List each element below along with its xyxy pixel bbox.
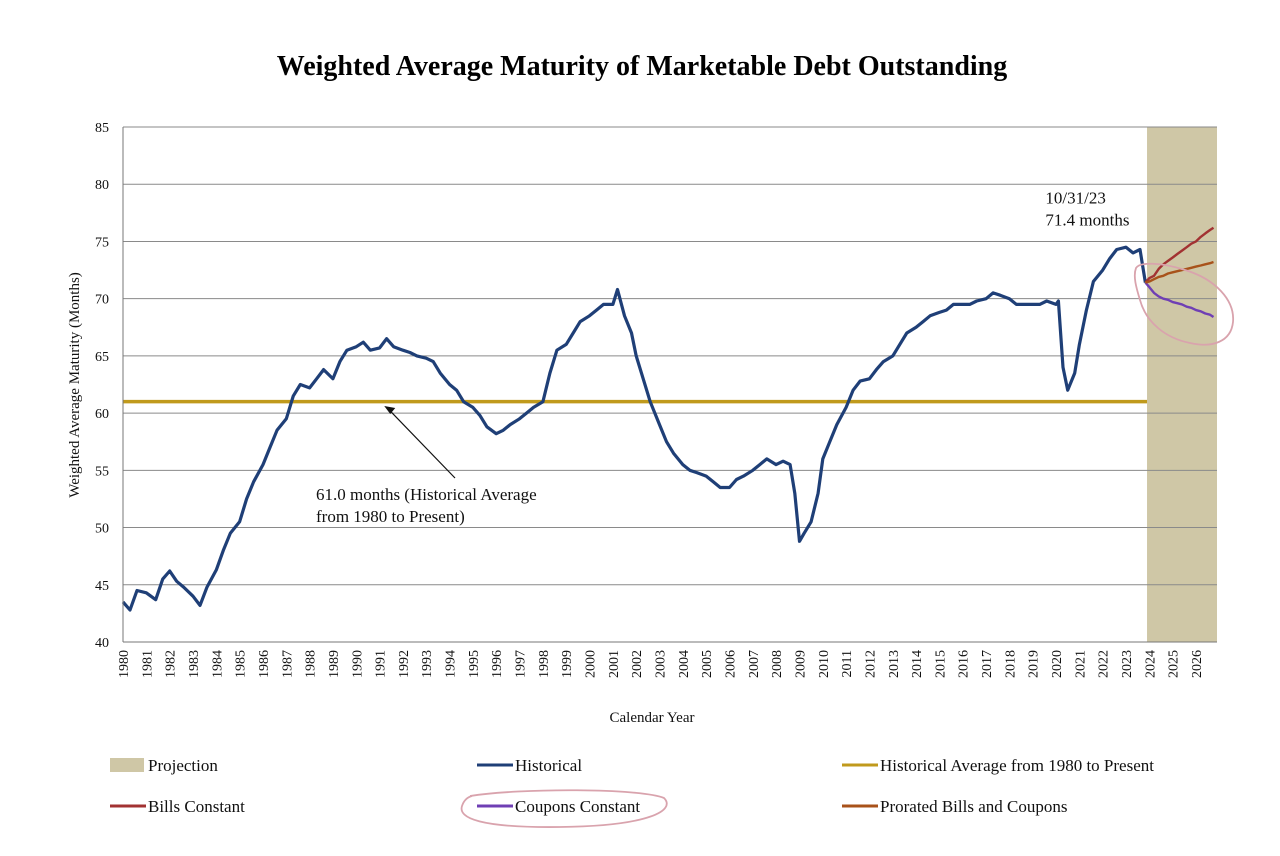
x-tick-label: 1982 <box>164 650 179 678</box>
x-tick-label: 2025 <box>1167 650 1182 678</box>
x-tick-label: 1993 <box>420 650 435 678</box>
x-tick-label: 2003 <box>654 650 669 678</box>
x-tick-label: 2024 <box>1143 650 1158 678</box>
x-tick-label: 1981 <box>140 650 155 678</box>
legend-label-bills: Bills Constant <box>148 797 245 816</box>
average-annotation-arrow <box>387 408 456 479</box>
projection-band <box>1147 127 1217 642</box>
x-tick-label: 2013 <box>887 650 902 678</box>
chart-title: Weighted Average Maturity of Marketable … <box>277 51 1008 82</box>
x-tick-label: 2023 <box>1120 650 1135 678</box>
x-tick-label: 1996 <box>490 650 505 678</box>
x-tick-label: 1985 <box>234 650 249 678</box>
y-tick-label: 75 <box>95 235 109 250</box>
x-tick-label: 1995 <box>467 650 482 678</box>
x-tick-label: 2022 <box>1097 650 1112 678</box>
average-annotation: from 1980 to Present) <box>316 507 465 526</box>
x-tick-label: 2007 <box>747 650 762 678</box>
x-tick-label: 2019 <box>1027 650 1042 678</box>
x-tick-label: 1986 <box>257 650 272 678</box>
y-tick-label: 65 <box>95 350 109 365</box>
x-tick-label: 1999 <box>560 650 575 678</box>
x-tick-label: 2009 <box>793 650 808 678</box>
x-tick-label: 1992 <box>397 650 412 678</box>
x-tick-label: 2004 <box>677 650 692 678</box>
legend-label-average: Historical Average from 1980 to Present <box>880 756 1154 775</box>
y-axis-label: Weighted Average Maturity (Months) <box>67 272 83 498</box>
y-tick-label: 40 <box>95 636 109 651</box>
gridlines <box>123 126 1217 643</box>
highlight-marks <box>460 262 1234 828</box>
prorated-bills-and-coupons-line <box>1145 260 1214 284</box>
x-tick-label: 2001 <box>607 650 622 678</box>
y-tick-label: 45 <box>95 579 109 594</box>
x-tick-label: 2017 <box>980 650 995 678</box>
latest-value-annotation: 10/31/23 <box>1045 188 1105 207</box>
x-tick-label: 1990 <box>350 650 365 678</box>
x-tick-label: 1983 <box>187 650 202 678</box>
x-tick-label: 2002 <box>630 650 645 678</box>
x-tick-label: 1988 <box>304 650 319 678</box>
x-tick-label: 2021 <box>1073 650 1088 678</box>
legend-label-historical: Historical <box>515 756 582 775</box>
x-tick-label: 1998 <box>537 650 552 678</box>
x-tick-label: 2010 <box>817 650 832 678</box>
x-tick-label: 2026 <box>1190 650 1205 678</box>
bills-constant-line <box>1144 226 1215 284</box>
legend-label-projection: Projection <box>148 756 218 775</box>
x-tick-label: 2018 <box>1003 650 1018 678</box>
arrow-head <box>384 405 396 414</box>
y-tick-label: 80 <box>95 178 109 193</box>
x-axis-label: Calendar Year <box>610 710 695 726</box>
annotations: 10/31/23 71.4 months 61.0 months (Historic… <box>316 188 1129 526</box>
legend-label-coupons: Coupons Constant <box>515 797 640 816</box>
y-tick-labels: 40 45 50 55 60 65 70 75 80 85 <box>95 121 109 651</box>
coupons-legend-highlight <box>460 789 668 828</box>
y-tick-label: 55 <box>95 464 109 479</box>
x-tick-label: 1991 <box>374 650 389 678</box>
coupons-constant-line <box>1144 281 1215 319</box>
legend: Projection Historical Historical Average f… <box>110 756 1154 816</box>
x-tick-label: 1989 <box>327 650 342 678</box>
x-tick-label: 1987 <box>280 650 295 678</box>
x-tick-label: 2011 <box>840 650 855 677</box>
latest-value-annotation: 71.4 months <box>1045 210 1129 229</box>
x-tick-label: 1980 <box>117 650 132 678</box>
projection-highlight-circle <box>1133 262 1234 346</box>
series-lines <box>121 226 1215 612</box>
historical-line <box>121 245 1147 612</box>
x-tick-label: 2015 <box>933 650 948 678</box>
x-tick-label: 2008 <box>770 650 785 678</box>
x-tick-labels: 1980 1981 1982 1983 1984 1985 1986 1987 1988 1989… <box>117 650 1205 678</box>
x-tick-label: 1994 <box>444 650 459 678</box>
x-tick-label: 2014 <box>910 650 925 678</box>
x-tick-label: 2016 <box>957 650 972 678</box>
x-tick-label: 2020 <box>1050 650 1065 678</box>
x-tick-label: 2012 <box>863 650 878 678</box>
y-tick-label: 85 <box>95 121 109 136</box>
x-tick-label: 2006 <box>723 650 738 678</box>
x-tick-label: 1984 <box>210 650 225 678</box>
x-tick-label: 2000 <box>584 650 599 678</box>
average-annotation: 61.0 months (Historical Average <box>316 485 537 504</box>
x-tick-label: 1997 <box>514 650 529 678</box>
legend-label-prorated: Prorated Bills and Coupons <box>880 797 1067 816</box>
legend-swatch-projection <box>110 758 144 772</box>
y-tick-label: 50 <box>95 522 109 537</box>
y-tick-label: 60 <box>95 407 109 422</box>
y-tick-label: 70 <box>95 293 109 308</box>
x-tick-label: 2005 <box>700 650 715 678</box>
